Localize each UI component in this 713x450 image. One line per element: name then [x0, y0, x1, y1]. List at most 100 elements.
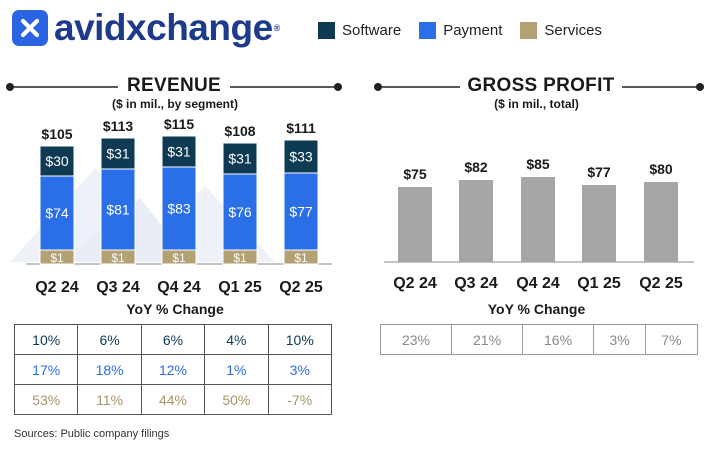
sources-note: Sources: Public company filings — [14, 428, 170, 440]
revenue-title: REVENUE — [127, 75, 221, 96]
bar-gross-profit-q4-24 — [521, 177, 555, 262]
total-label-q2-25: $111 — [286, 120, 316, 136]
revenue-yoy-title: YoY % Change — [126, 301, 224, 317]
x-tick-q2-24: Q2 24 — [35, 279, 79, 296]
bar-gross-profit-q1-25 — [582, 185, 616, 262]
yoy-cell-payment-0: 17% — [13, 354, 79, 385]
label-software-q2-25: $33 — [289, 149, 313, 165]
header: avidxchange® Software Payment Services — [0, 0, 713, 60]
yoy-cell-services-1: 11% — [77, 384, 142, 415]
gross-profit-yoy-table: 23% 21% 16% 3% 7% — [379, 324, 698, 355]
label-software-q2-24: $30 — [45, 153, 69, 169]
value-label-q3-24: $82 — [464, 159, 488, 175]
bar-software-q3-24 — [100, 137, 136, 170]
yoy-cell-services-3: 50% — [204, 384, 269, 415]
yoy-cell-payment-1: 18% — [77, 354, 142, 385]
value-label-q2-25: $80 — [649, 161, 673, 177]
x-tick-q4-24: Q4 24 — [157, 279, 201, 296]
label-services-q2-24: $1 — [50, 251, 64, 265]
label-payment-q4-24: $83 — [167, 201, 191, 217]
yoy-row-services: 53% 11% 44% 50% -7% — [13, 384, 333, 415]
total-label-q2-24: $105 — [41, 126, 72, 142]
chart-legend: Software Payment Services — [318, 22, 620, 39]
yoy-row-payment: 17% 18% 12% 1% 3% — [13, 354, 333, 385]
bar-payment-q2-25 — [283, 172, 319, 251]
total-label-q4-24: $115 — [164, 116, 195, 132]
label-services-q2-25: $1 — [294, 251, 308, 265]
total-label-q1-25: $108 — [224, 123, 255, 139]
value-label-q1-25: $77 — [587, 164, 611, 180]
bar-software-q2-24 — [39, 145, 75, 177]
bar-software-q2-25 — [283, 139, 319, 174]
legend-swatch-software — [318, 22, 335, 39]
brand-name: avidxchange® — [54, 7, 280, 48]
yoy-cell-payment-2: 12% — [140, 354, 206, 385]
legend-label-services: Services — [544, 22, 602, 39]
value-label-q4-24: $85 — [526, 156, 550, 172]
legend-swatch-payment — [419, 22, 437, 39]
yoy-cell-services-0: 53% — [13, 384, 79, 415]
yoy-cell-gross-profit-2: 16% — [522, 324, 595, 355]
yoy-cell-gross-profit-0: 23% — [379, 324, 453, 355]
label-software-q4-24: $31 — [167, 144, 191, 160]
yoy-cell-software-4: 10% — [267, 324, 333, 355]
yoy-cell-software-3: 4% — [204, 324, 269, 355]
bar-gross-profit-q3-24 — [459, 180, 493, 262]
x-tick-q2-24: Q2 24 — [393, 275, 437, 292]
label-payment-q1-25: $76 — [228, 204, 252, 220]
legend-item-software: Software — [318, 22, 401, 39]
label-payment-q2-24: $74 — [45, 205, 69, 221]
gross-profit-chart: $75 Q2 24 $82 Q3 24 $85 Q4 24 $77 Q1 25 $80 Q2 25 — [384, 156, 694, 292]
revenue-yoy-table: 10% 6% 6% 4% 10% 17% 18% 12% 1% 3% 53% 11% 44% 50% -7% — [13, 324, 333, 415]
yoy-cell-payment-4: 3% — [267, 354, 333, 385]
gross-profit-title: GROSS PROFIT — [467, 75, 615, 96]
legend-item-payment: Payment — [419, 22, 502, 39]
bar-software-q1-25 — [222, 142, 258, 175]
bar-payment-q3-24 — [100, 168, 136, 251]
value-label-q2-24: $75 — [403, 166, 427, 182]
x-logo-icon — [12, 10, 48, 46]
label-services-q3-24: $1 — [111, 251, 125, 265]
yoy-cell-services-2: 44% — [140, 384, 206, 415]
x-tick-q2-25: Q2 25 — [279, 279, 323, 296]
yoy-row-gross-profit: 23% 21% 16% 3% 7% — [379, 324, 698, 355]
legend-label-software: Software — [342, 22, 402, 39]
x-tick-q1-25: Q1 25 — [218, 279, 262, 296]
x-tick-q3-24: Q3 24 — [454, 275, 498, 292]
gross-profit-subtitle: ($ in mil., total) — [494, 97, 579, 111]
bar-gross-profit-q2-24 — [398, 187, 432, 262]
yoy-cell-software-1: 6% — [77, 324, 142, 355]
yoy-cell-services-4: -7% — [267, 384, 333, 415]
revenue-subtitle: ($ in mil., by segment) — [111, 97, 239, 111]
yoy-cell-software-2: 6% — [140, 324, 206, 355]
bar-software-q4-24 — [161, 135, 197, 168]
label-software-q1-25: $31 — [228, 151, 252, 167]
label-payment-q2-25: $77 — [289, 204, 313, 220]
revenue-chart: $1 $74 $30 $105 Q2 24 $1 $81 $31 $113 Q3 24 $1 $83 $… — [26, 116, 332, 296]
label-services-q1-25: $1 — [233, 251, 247, 265]
yoy-cell-gross-profit-3: 3% — [593, 324, 646, 355]
x-tick-q3-24: Q3 24 — [96, 279, 140, 296]
legend-label-payment: Payment — [443, 22, 503, 39]
x-tick-q4-24: Q4 24 — [516, 275, 560, 292]
yoy-cell-software-0: 10% — [13, 324, 79, 355]
bar-payment-q4-24 — [161, 166, 197, 251]
yoy-cell-gross-profit-1: 21% — [451, 324, 524, 355]
label-software-q3-24: $31 — [106, 146, 130, 162]
bar-payment-q1-25 — [222, 173, 258, 251]
total-label-q3-24: $113 — [103, 118, 134, 134]
legend-swatch-services — [520, 22, 538, 39]
x-tick-q1-25: Q1 25 — [577, 275, 621, 292]
yoy-cell-payment-3: 1% — [204, 354, 269, 385]
gross-profit-divider — [374, 83, 704, 91]
label-payment-q3-24: $81 — [106, 202, 130, 218]
legend-item-services: Services — [520, 22, 602, 39]
brand-logo: avidxchange® — [12, 8, 280, 48]
revenue-divider — [6, 83, 342, 91]
yoy-row-software: 10% 6% 6% 4% 10% — [13, 324, 333, 355]
bar-gross-profit-q2-25 — [644, 182, 678, 262]
label-services-q4-24: $1 — [172, 251, 186, 265]
bar-payment-q2-24 — [39, 175, 75, 251]
yoy-cell-gross-profit-4: 7% — [645, 324, 698, 355]
gross-profit-yoy-title: YoY % Change — [487, 301, 586, 317]
